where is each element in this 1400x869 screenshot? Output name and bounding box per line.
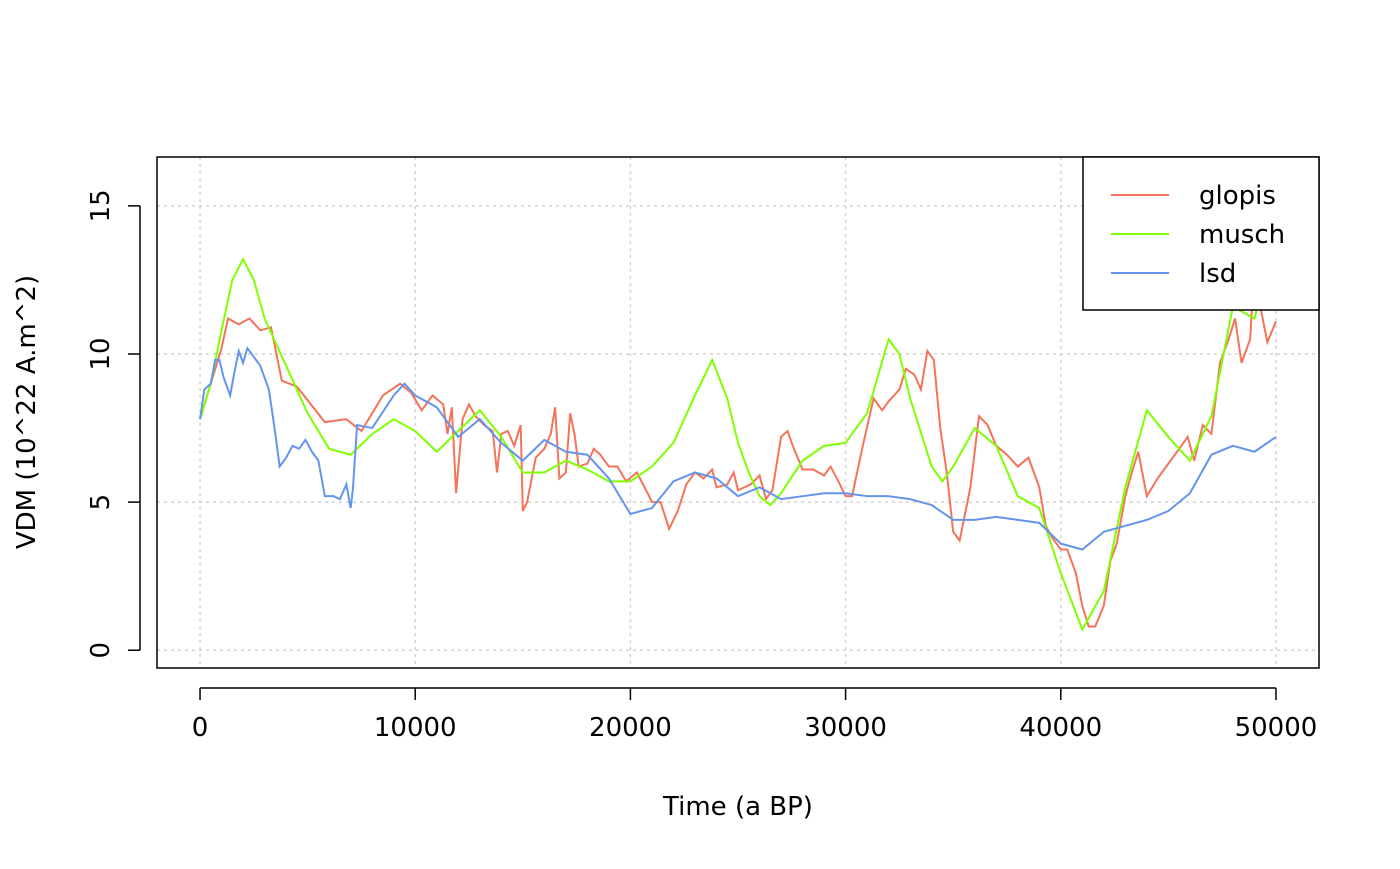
data-line (199, 235, 1277, 632)
plot-frame (156, 156, 1320, 669)
x-axis-label: Time (a BP) (662, 792, 813, 822)
x-tick-label: 30000 (804, 713, 887, 743)
y-tick-label: 5 (86, 494, 116, 511)
x-tick-label: 20000 (589, 713, 672, 743)
y-tick-label: 0 (86, 642, 116, 659)
x-tick-label: 50000 (1235, 713, 1318, 743)
legend-label: lsd (1199, 259, 1236, 289)
x-tick-label: 0 (192, 713, 209, 743)
data-line (199, 345, 1277, 551)
x-tick-label: 10000 (374, 713, 457, 743)
legend-label: glopis (1199, 181, 1276, 211)
y-tick-label: 15 (86, 189, 116, 222)
legend-label: musch (1199, 220, 1285, 250)
x-tick-label: 40000 (1019, 713, 1102, 743)
y-axis-label: VDM (10^22 A.m^2) (12, 275, 42, 549)
data-line (199, 264, 1277, 628)
y-tick-label: 10 (86, 337, 116, 370)
